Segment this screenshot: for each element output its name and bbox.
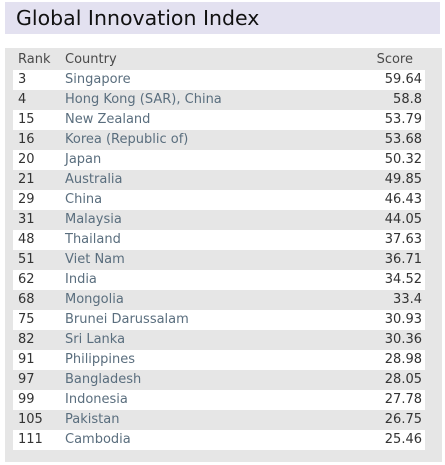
title-bar: Global Innovation Index xyxy=(5,2,440,34)
table-row: 48 Thailand 37.63 xyxy=(13,230,425,250)
score-cell: 50.32 xyxy=(384,152,422,167)
table-row: 62 India 34.52 xyxy=(13,270,425,290)
rank-cell: 62 xyxy=(18,272,35,287)
table-row: 75 Brunei Darussalam 30.93 xyxy=(13,310,425,330)
column-header-country: Country xyxy=(65,52,117,67)
score-cell: 30.93 xyxy=(384,312,422,327)
page-title: Global Innovation Index xyxy=(16,6,260,30)
score-cell: 36.71 xyxy=(384,252,422,267)
table-row: 20 Japan 50.32 xyxy=(13,150,425,170)
rank-cell: 29 xyxy=(18,192,35,207)
country-cell: Malaysia xyxy=(65,212,122,227)
table-row: 68 Mongolia 33.4 xyxy=(13,290,425,310)
score-cell: 30.36 xyxy=(384,332,422,347)
table-row: 16 Korea (Republic of) 53.68 xyxy=(13,130,425,150)
rank-cell: 111 xyxy=(18,432,43,447)
country-cell: Thailand xyxy=(65,232,121,247)
score-cell: 49.85 xyxy=(384,172,422,187)
rank-cell: 21 xyxy=(18,172,35,187)
rank-cell: 51 xyxy=(18,252,35,267)
rank-cell: 16 xyxy=(18,132,35,147)
country-cell: Bangladesh xyxy=(65,372,142,387)
score-cell: 46.43 xyxy=(384,192,422,207)
country-cell: Philippines xyxy=(65,352,136,367)
rank-cell: 48 xyxy=(18,232,35,247)
country-cell: India xyxy=(65,272,97,287)
table-row: 21 Australia 49.85 xyxy=(13,170,425,190)
rank-cell: 99 xyxy=(18,392,35,407)
country-cell: Korea (Republic of) xyxy=(65,132,189,147)
score-cell: 28.98 xyxy=(384,352,422,367)
rank-cell: 3 xyxy=(18,72,27,87)
country-cell: New Zealand xyxy=(65,112,151,127)
country-cell: Mongolia xyxy=(65,292,124,307)
country-cell: Australia xyxy=(65,172,123,187)
rank-cell: 68 xyxy=(18,292,35,307)
country-cell: Singapore xyxy=(65,72,131,87)
country-cell: Cambodia xyxy=(65,432,131,447)
rank-cell: 97 xyxy=(18,372,35,387)
rank-cell: 82 xyxy=(18,332,35,347)
score-cell: 53.79 xyxy=(384,112,422,127)
country-cell: Brunei Darussalam xyxy=(65,312,189,327)
country-cell: Japan xyxy=(65,152,102,167)
country-cell: China xyxy=(65,192,103,207)
country-cell: Hong Kong (SAR), China xyxy=(65,92,222,107)
table-row: 51 Viet Nam 36.71 xyxy=(13,250,425,270)
country-cell: Viet Nam xyxy=(65,252,125,267)
table-row: 111 Cambodia 25.46 xyxy=(13,430,425,450)
score-cell: 59.64 xyxy=(384,72,422,87)
score-cell: 25.46 xyxy=(384,432,422,447)
score-cell: 44.05 xyxy=(384,212,422,227)
table-row: 91 Philippines 28.98 xyxy=(13,350,425,370)
column-header-score: Score xyxy=(376,52,413,67)
table-row: 99 Indonesia 27.78 xyxy=(13,390,425,410)
column-header-rank: Rank xyxy=(18,52,51,67)
score-cell: 33.4 xyxy=(393,292,422,307)
score-cell: 27.78 xyxy=(384,392,422,407)
table-row: 82 Sri Lanka 30.36 xyxy=(13,330,425,350)
score-cell: 28.05 xyxy=(384,372,422,387)
rank-cell: 91 xyxy=(18,352,35,367)
country-cell: Sri Lanka xyxy=(65,332,126,347)
score-cell: 53.68 xyxy=(384,132,422,147)
rank-cell: 15 xyxy=(18,112,35,127)
rank-cell: 4 xyxy=(18,92,27,107)
table-header-row: Rank Country Score xyxy=(13,50,425,70)
score-cell: 26.75 xyxy=(384,412,422,427)
table-row: 105 Pakistan 26.75 xyxy=(13,410,425,430)
rank-cell: 105 xyxy=(18,412,43,427)
table-row: 29 China 46.43 xyxy=(13,190,425,210)
table-row: 97 Bangladesh 28.05 xyxy=(13,370,425,390)
table-row: 31 Malaysia 44.05 xyxy=(13,210,425,230)
rank-cell: 20 xyxy=(18,152,35,167)
score-cell: 34.52 xyxy=(384,272,422,287)
ranking-table: Rank Country Score 3 Singapore 59.64 4 H… xyxy=(5,48,442,462)
rank-cell: 75 xyxy=(18,312,35,327)
table-row: 3 Singapore 59.64 xyxy=(13,70,425,90)
table-row: 4 Hong Kong (SAR), China 58.8 xyxy=(13,90,425,110)
score-cell: 37.63 xyxy=(384,232,422,247)
country-cell: Indonesia xyxy=(65,392,128,407)
rank-cell: 31 xyxy=(18,212,35,227)
table-row: 15 New Zealand 53.79 xyxy=(13,110,425,130)
country-cell: Pakistan xyxy=(65,412,120,427)
score-cell: 58.8 xyxy=(393,92,422,107)
